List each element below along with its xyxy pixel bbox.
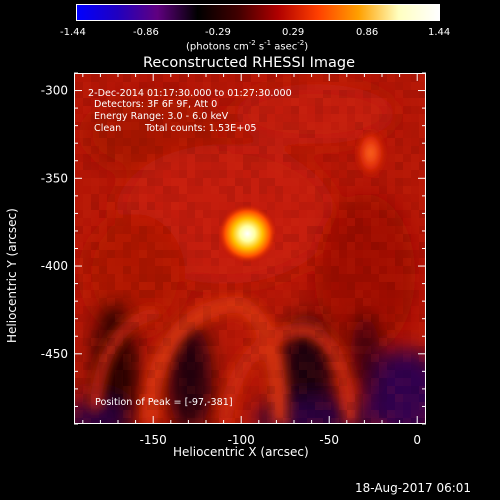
y-tick-label: -350 [41, 171, 68, 185]
image-plot-area [74, 73, 426, 424]
footer-date: 18-Aug-2017 06:01 [355, 481, 472, 495]
detectors-label: Detectors: 3F 6F 9F, Att 0 [94, 99, 218, 110]
colorbar-tick: 0.86 [356, 27, 379, 38]
x-tick-label: -50 [319, 433, 339, 447]
time-range-label: 2-Dec-2014 01:17:30.000 to 01:27:30.000 [88, 88, 292, 99]
colorbar-tick: -1.44 [60, 27, 86, 38]
peak-position-label: Position of Peak = [-97,-381] [95, 397, 233, 408]
pixel-grid [75, 74, 425, 423]
rhessi-image [75, 74, 425, 423]
colorbar-unit-label: (photons cm-2 s-1 asec-2) [186, 39, 309, 53]
colorbar-tick: 1.44 [428, 27, 451, 38]
colorbar [76, 4, 440, 21]
y-tick-label: -450 [41, 347, 68, 361]
x-tick-label: 0 [413, 433, 421, 447]
colorbar-tick: 0.29 [282, 27, 305, 38]
clean-label: Clean [94, 123, 122, 134]
plot-title: Reconstructed RHESSI Image [143, 55, 356, 71]
emission-arcs [89, 295, 357, 423]
energy-range-label: Energy Range: 3.0 - 6.0 keV [94, 111, 229, 122]
y-axis-label: Heliocentric Y (arcsec) [5, 208, 19, 343]
peak-source [217, 203, 278, 264]
y-tick-label: -300 [41, 84, 68, 98]
secondary-source [354, 126, 387, 179]
total-counts-label: Total counts: 1.53E+05 [145, 123, 257, 134]
x-tick-label: -150 [140, 433, 167, 447]
x-axis-label: Heliocentric X (arcsec) [173, 445, 309, 459]
colorbar-tick: -0.29 [205, 27, 231, 38]
y-tick-label: -400 [41, 259, 68, 273]
colorbar-tick: -0.86 [133, 27, 159, 38]
x-tick-label: -100 [228, 433, 255, 447]
